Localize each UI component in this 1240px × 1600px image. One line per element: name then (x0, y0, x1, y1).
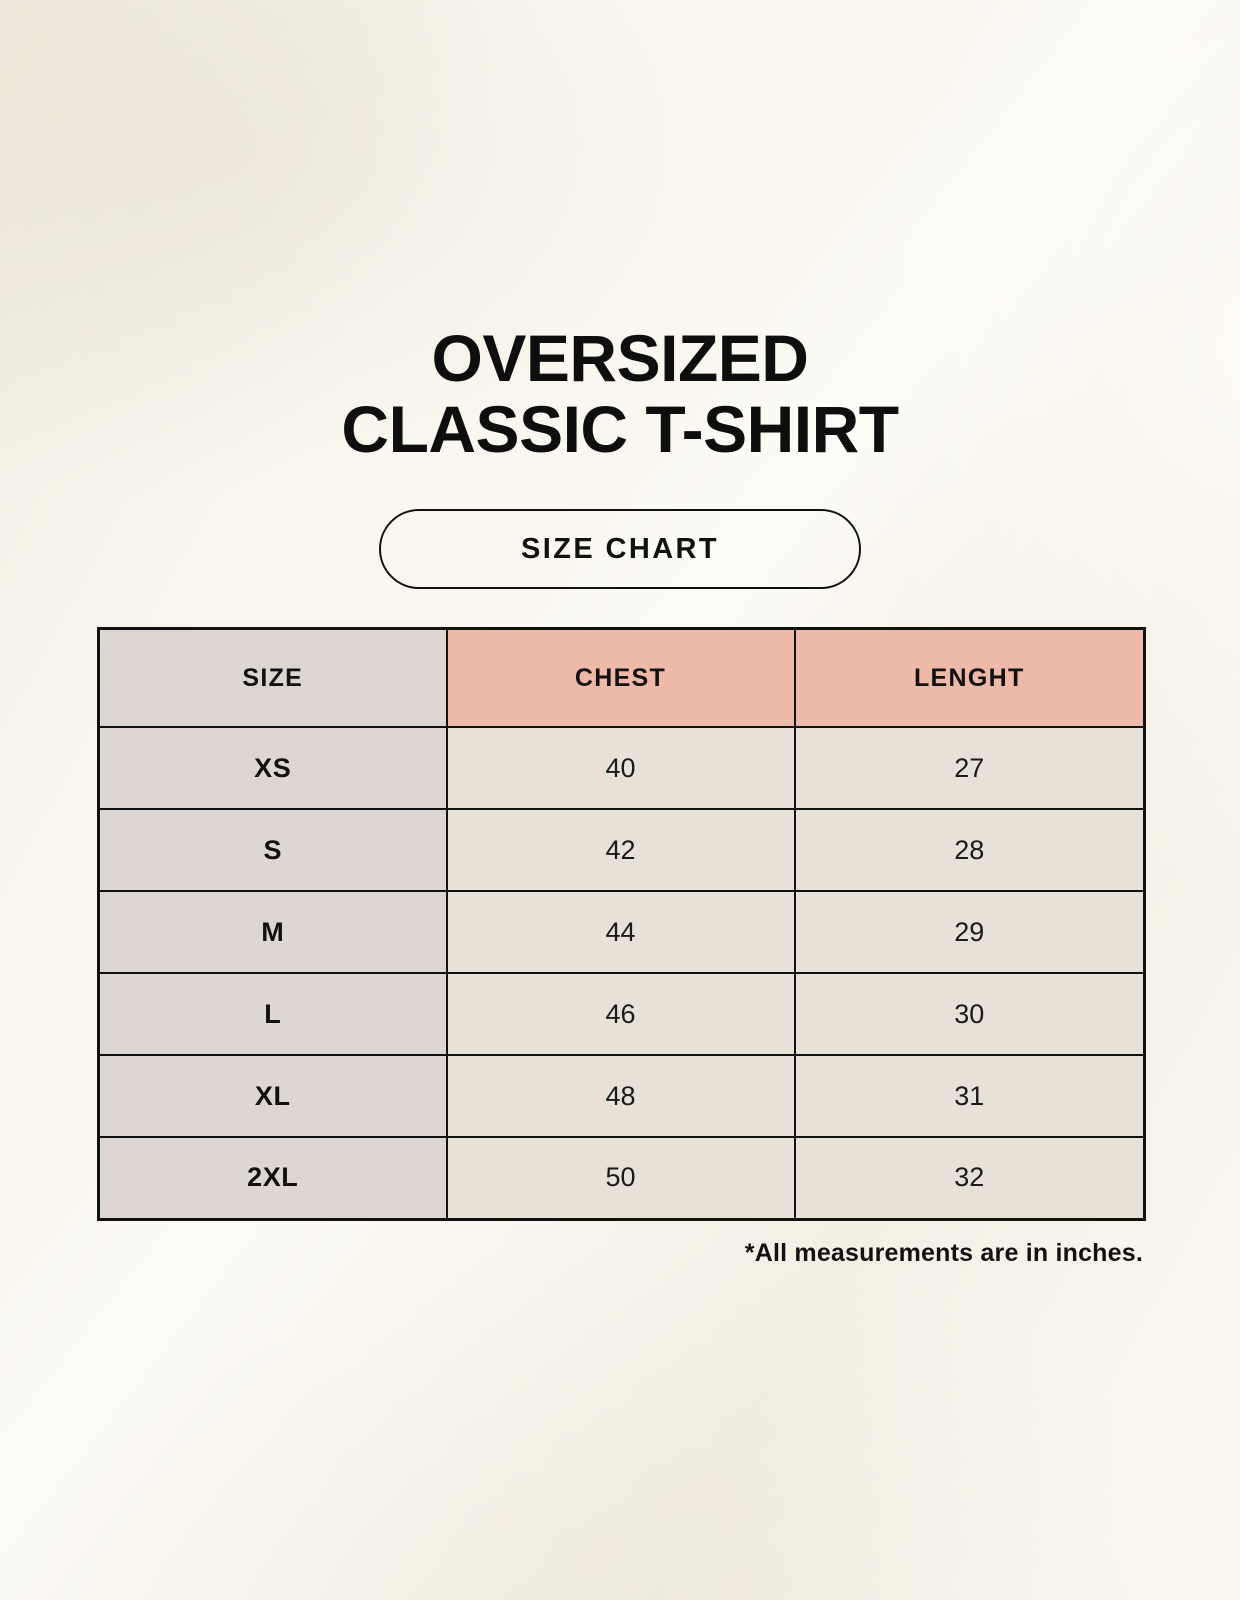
column-header-length: LENGHT (793, 627, 1146, 728)
table-row: S 42 28 (97, 808, 1146, 892)
table-row: M 44 29 (97, 890, 1146, 974)
measurements-footnote: *All measurements are in inches. (744, 1239, 1143, 1267)
table-row: XS 40 27 (97, 726, 1146, 810)
cell-length-xl: 31 (793, 1054, 1146, 1138)
cell-length-m: 29 (793, 890, 1146, 974)
cell-chest-xs: 40 (445, 726, 796, 810)
table-row: L 46 30 (97, 972, 1146, 1056)
cell-size-s: S (97, 808, 448, 892)
table-header-row: SIZE CHEST LENGHT (97, 627, 1146, 728)
cell-size-xl: XL (97, 1054, 448, 1138)
cell-length-s: 28 (793, 808, 1146, 892)
column-header-chest: CHEST (445, 627, 796, 728)
size-table-container: SIZE CHEST LENGHT XS 40 27 S 42 28 M (97, 627, 1146, 1221)
cell-size-xs: XS (97, 726, 448, 810)
size-chart-badge-label: SIZE CHART (521, 532, 719, 565)
table-row: XL 48 31 (97, 1054, 1146, 1138)
cell-size-l: L (97, 972, 448, 1056)
cell-chest-s: 42 (445, 808, 796, 892)
column-header-size: SIZE (97, 627, 448, 728)
cell-length-2xl: 32 (793, 1136, 1146, 1220)
cell-size-m: M (97, 890, 448, 974)
cell-chest-2xl: 50 (445, 1136, 796, 1220)
page-title-line-2: CLASSIC T-SHIRT (341, 392, 899, 467)
size-chart-badge-container: SIZE CHART (0, 509, 1240, 589)
cell-chest-xl: 48 (445, 1054, 796, 1138)
page-title-line-1: OVERSIZED (431, 321, 809, 395)
table-row: 2XL 50 32 (97, 1136, 1146, 1220)
cell-length-l: 30 (793, 972, 1146, 1056)
cell-size-2xl: 2XL (97, 1136, 448, 1220)
page-title: OVERSIZED CLASSIC T-SHIRT (0, 321, 1240, 467)
size-table-header: SIZE CHEST LENGHT (97, 627, 1146, 728)
cell-length-xs: 27 (793, 726, 1146, 810)
cell-chest-m: 44 (445, 890, 796, 974)
size-chart-badge: SIZE CHART (379, 509, 861, 589)
cell-chest-l: 46 (445, 972, 796, 1056)
size-table-body: XS 40 27 S 42 28 M 44 29 L 46 30 (97, 726, 1146, 1220)
size-table: SIZE CHEST LENGHT XS 40 27 S 42 28 M (97, 627, 1146, 1221)
